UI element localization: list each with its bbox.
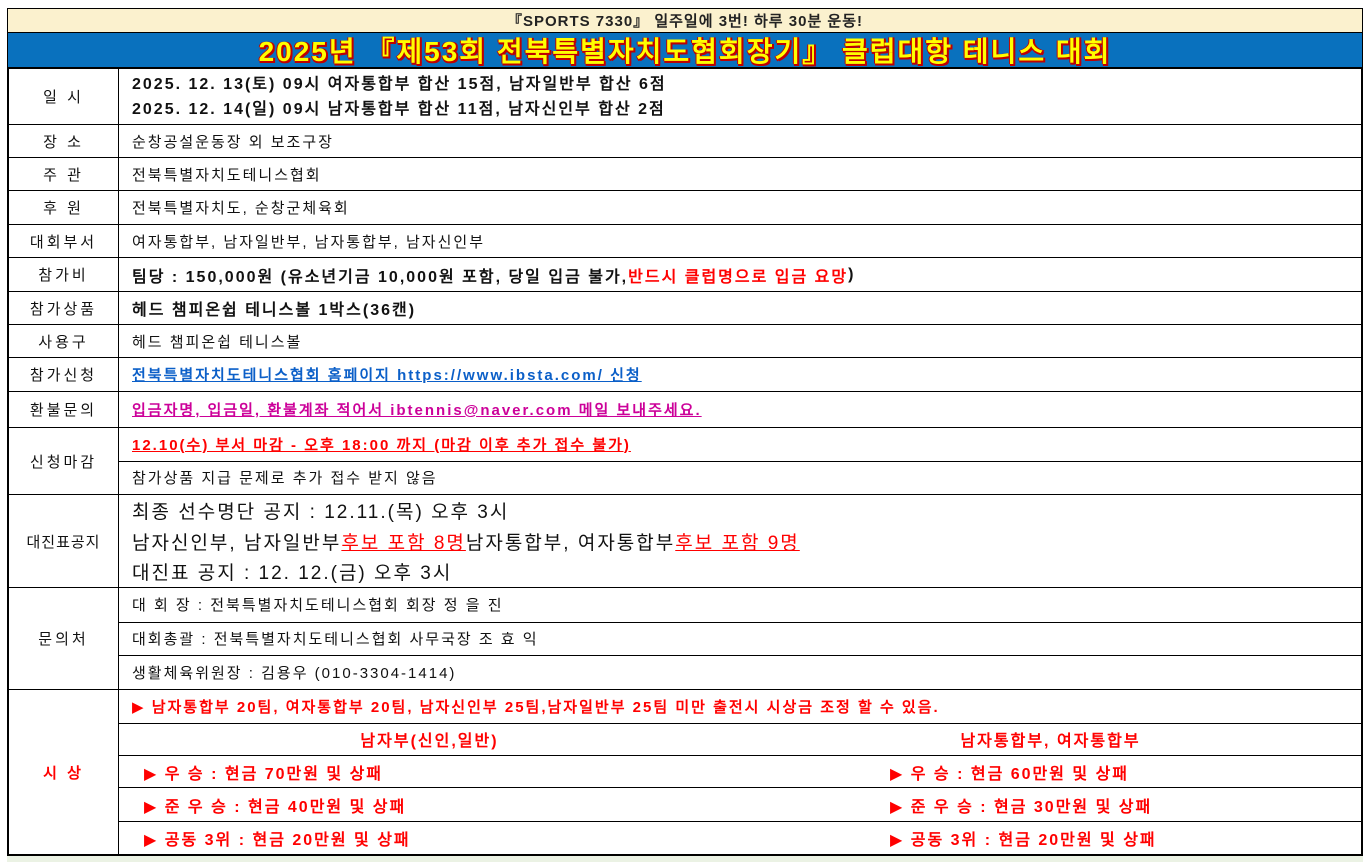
page-title: 2025년 『제53회 전북특별자치도협회장기』 클럽대항 테니스 대회 [258, 36, 1112, 67]
label-fee: 참가비 [9, 258, 119, 291]
schedule-day1: 2025. 12. 13(토) 09시 여자통합부 합산 15점, 남자일반부 … [132, 75, 667, 93]
bracket-line2: 남자신인부, 남자일반부 후보 포함 8명 남자통합부, 여자통합부 후보 포함… [119, 526, 1361, 557]
label-contact: 문의처 [9, 588, 119, 689]
row-venue: 장 소 순창공설운동장 외 보조구장 [9, 124, 1361, 157]
contact-president: 대 회 장 : 전북특별자치도테니스협회 회장 정 을 진 [132, 597, 504, 615]
deadline-line1: 12.10(수) 부서 마감 - 오후 18:00 까지 (마감 이후 추가 접… [132, 436, 631, 454]
label-organizer: 주 관 [9, 158, 119, 190]
label-schedule: 일 시 [9, 69, 119, 124]
schedule-day2: 2025. 12. 14(일) 09시 남자통합부 합산 11점, 남자신인부 … [132, 100, 666, 118]
venue-text: 순창공설운동장 외 보조구장 [132, 133, 334, 151]
ball-text: 헤드 챔피온쉽 테니스볼 [132, 333, 303, 351]
refund-link[interactable]: 입금자명, 입금일, 환불계좌 적어서 ibtennis@naver.com 메… [132, 402, 702, 419]
bracket-line3: 대진표 공지 : 12. 12.(금) 오후 3시 [132, 563, 453, 585]
row-ball: 사용구 헤드 챔피온쉽 테니스볼 [9, 324, 1361, 357]
label-divisions: 대회부서 [9, 225, 119, 257]
organizer-text: 전북특별자치도테니스협회 [132, 166, 322, 184]
notice-table: 일 시 2025. 12. 13(토) 09시 여자통합부 합산 15점, 남자… [7, 68, 1363, 856]
tournament-notice-sheet: 『SPORTS 7330』 일주일에 3번! 하루 30분 운동! 2025년 … [7, 8, 1363, 862]
fee-warning: 반드시 클럽명으로 입금 요망 [628, 268, 849, 286]
awards-winner-row: ▶ 우 승 : 현금 70만원 및 상패 ▶ 우 승 : 현금 60만원 및 상… [119, 754, 1361, 788]
sports-7330-banner: 『SPORTS 7330』 일주일에 3번! 하루 30분 운동! [7, 8, 1363, 33]
awards-runnerup-right: ▶ 준 우 승 : 현금 30만원 및 상패 [890, 798, 1153, 816]
row-schedule: 일 시 2025. 12. 13(토) 09시 여자통합부 합산 15점, 남자… [9, 69, 1361, 124]
awards-third-row: ▶ 공동 3위 : 현금 20만원 및 상패 ▶ 공동 3위 : 현금 20만원… [119, 821, 1361, 854]
fee-text: 팀당 : 150,000원 (유소년기금 10,000원 포함, 당일 입금 불… [132, 268, 629, 286]
contact-director: 대회총괄 : 전북특별자치도테니스협회 사무국장 조 효 익 [119, 621, 1361, 656]
awards-third-left: ▶ 공동 3위 : 현금 20만원 및 상패 [144, 832, 411, 850]
label-ball: 사용구 [9, 325, 119, 357]
row-prize-goods: 참가상품 헤드 챔피온쉽 테니스볼 1박스(36캔) [9, 291, 1361, 324]
row-divisions: 대회부서 여자통합부, 남자일반부, 남자통합부, 남자신인부 [9, 224, 1361, 257]
label-bracket: 대진표공지 [9, 495, 119, 587]
label-prize-goods: 참가상품 [9, 292, 119, 324]
label-refund: 환불문의 [9, 392, 119, 427]
awards-col-left: 남자부(신인,일반) [360, 733, 499, 751]
awards-col-right: 남자통합부, 여자통합부 [960, 733, 1141, 751]
reserve-count-2: 후보 포함 9명 [675, 532, 800, 554]
row-deadline: 신청마감 12.10(수) 부서 마감 - 오후 18:00 까지 (마감 이후… [9, 427, 1361, 494]
row-awards: 시 상 ▶ 남자통합부 20팀, 여자통합부 20팀, 남자신인부 25팀,남자… [9, 689, 1361, 854]
prize-goods-text: 헤드 챔피온쉽 테니스볼 1박스(36캔) [132, 302, 417, 319]
bottom-sheet-strip [7, 856, 1363, 862]
awards-runnerup-row: ▶ 준 우 승 : 현금 40만원 및 상패 ▶ 준 우 승 : 현금 30만원… [119, 787, 1361, 821]
awards-column-headers: 남자부(신인,일반) 남자통합부, 여자통합부 [119, 722, 1361, 755]
label-awards: 시 상 [9, 690, 119, 854]
banner-text: 『SPORTS 7330』 일주일에 3번! 하루 30분 운동! [506, 13, 864, 30]
row-sponsor: 후 원 전북특별자치도, 순창군체육회 [9, 190, 1361, 224]
label-venue: 장 소 [9, 125, 119, 157]
label-deadline: 신청마감 [9, 428, 119, 494]
divisions-text: 여자통합부, 남자일반부, 남자통합부, 남자신인부 [132, 233, 486, 251]
apply-link[interactable]: 전북특별자치도테니스협회 홈페이지 https://www.ibsta.com/… [132, 367, 642, 384]
row-organizer: 주 관 전북특별자치도테니스협회 [9, 157, 1361, 190]
row-bracket: 대진표공지 최종 선수명단 공지 : 12.11.(목) 오후 3시 남자신인부… [9, 494, 1361, 587]
fee-close-paren: ) [848, 265, 856, 283]
title-bar: 2025년 『제53회 전북특별자치도협회장기』 클럽대항 테니스 대회 [7, 33, 1363, 68]
label-sponsor: 후 원 [9, 191, 119, 224]
bracket-line1: 최종 선수명단 공지 : 12.11.(목) 오후 3시 [132, 501, 510, 523]
awards-winner-left: ▶ 우 승 : 현금 70만원 및 상패 [144, 765, 384, 783]
awards-winner-right: ▶ 우 승 : 현금 60만원 및 상패 [890, 765, 1130, 783]
label-apply: 참가신청 [9, 358, 119, 391]
deadline-line2: 참가상품 지급 문제로 추가 접수 받지 않음 [132, 470, 438, 488]
contact-committee: 생활체육위원장 : 김용우 (010-3304-1414) [119, 655, 1361, 689]
sponsor-text: 전북특별자치도, 순창군체육회 [132, 200, 350, 217]
row-apply: 참가신청 전북특별자치도테니스협회 홈페이지 https://www.ibsta… [9, 357, 1361, 391]
row-refund: 환불문의 입금자명, 입금일, 환불계좌 적어서 ibtennis@naver.… [9, 391, 1361, 427]
awards-notice: ▶ 남자통합부 20팀, 여자통합부 20팀, 남자신인부 25팀,남자일반부 … [132, 698, 940, 716]
awards-runnerup-left: ▶ 준 우 승 : 현금 40만원 및 상패 [144, 798, 407, 816]
row-fee: 참가비 팀당 : 150,000원 (유소년기금 10,000원 포함, 당일 … [9, 257, 1361, 291]
awards-third-right: ▶ 공동 3위 : 현금 20만원 및 상패 [890, 832, 1157, 850]
reserve-count-1: 후보 포함 8명 [341, 532, 466, 554]
row-contact: 문의처 대 회 장 : 전북특별자치도테니스협회 회장 정 을 진 대회총괄 :… [9, 587, 1361, 689]
